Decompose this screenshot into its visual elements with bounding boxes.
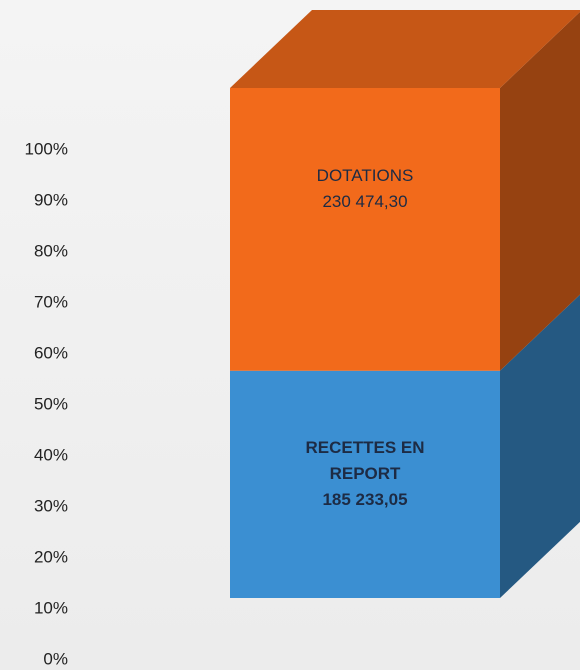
- bar: [230, 370, 500, 598]
- y-tick-label: 70%: [34, 292, 68, 311]
- bar: [230, 88, 500, 371]
- value-label: 230 474,30: [322, 192, 408, 212]
- y-tick-label: 40%: [34, 445, 68, 464]
- series-name: DOTATIONS: [316, 166, 414, 186]
- y-tick-label: 0%: [43, 649, 68, 668]
- bar-top: [230, 10, 580, 88]
- y-tick-label: 60%: [34, 343, 68, 362]
- y-tick-label: 50%: [34, 394, 68, 413]
- bar-side: [500, 294, 580, 598]
- y-tick-label: 10%: [34, 598, 68, 617]
- y-tick-label: 80%: [34, 241, 68, 260]
- series-name: RECETTES EN REPORT: [305, 438, 425, 484]
- segment-label: DOTATIONS 230 474,30: [270, 163, 460, 215]
- value-label: 185 233,05: [322, 490, 408, 510]
- segment-label: RECETTES EN REPORT 185 233,05: [270, 435, 460, 513]
- bar-side: [500, 11, 580, 371]
- y-tick-label: 30%: [34, 496, 68, 515]
- y-tick-label: 100%: [25, 139, 68, 158]
- y-tick-label: 20%: [34, 547, 68, 566]
- y-tick-label: 90%: [34, 190, 68, 209]
